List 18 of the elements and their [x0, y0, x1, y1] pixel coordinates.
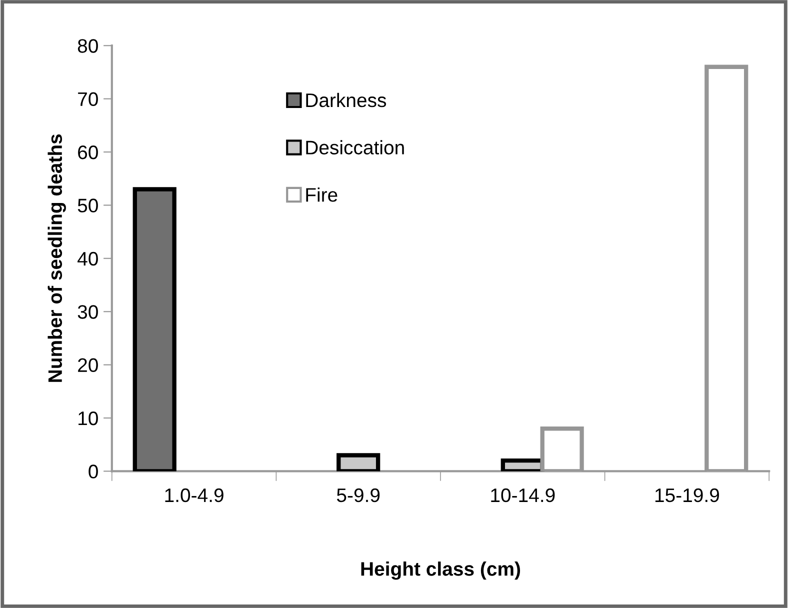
- y-tick-label: 20: [78, 358, 98, 372]
- y-tick-label: 10: [78, 411, 98, 426]
- legend-label: Desiccation: [306, 140, 404, 154]
- x-tick-label: 15-19.9: [655, 488, 719, 502]
- y-axis-title: Number of seedling deaths: [48, 134, 66, 382]
- y-tick-label: 80: [78, 39, 98, 53]
- y-tick-label: 60: [78, 145, 98, 160]
- x-tick-label: 5-9.9: [336, 488, 380, 502]
- y-tick-label: 70: [78, 92, 98, 106]
- y-tick-label: 30: [78, 305, 98, 319]
- legend-label: Fire: [306, 187, 338, 202]
- legend-label: Darkness: [306, 92, 386, 108]
- x-tick-label: 10-14.9: [491, 488, 555, 502]
- y-tick-label: 40: [78, 252, 98, 266]
- y-tick-label: 50: [78, 198, 98, 212]
- y-tick-label: 0: [88, 464, 98, 478]
- x-axis-title: Height class (cm): [361, 562, 520, 580]
- x-tick-label: 1.0-4.9: [165, 488, 224, 502]
